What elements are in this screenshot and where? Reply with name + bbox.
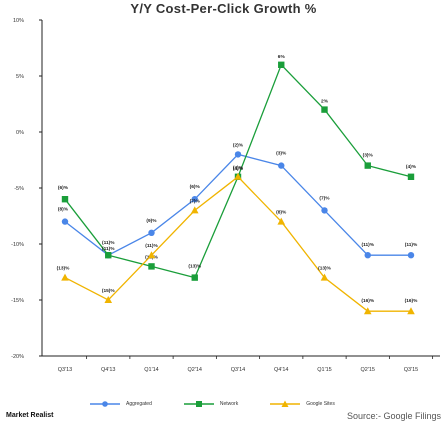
legend: Aggregated Network Google Sites <box>90 396 367 412</box>
x-tick-label: Q3'15 <box>404 367 419 373</box>
data-label: (16)% <box>405 298 419 304</box>
data-label: (7)% <box>319 195 330 201</box>
data-label: (2)% <box>233 142 244 148</box>
x-tick-label: Q2'14 <box>187 367 202 373</box>
data-point <box>61 218 69 225</box>
data-point <box>234 172 242 180</box>
legend-label: Network <box>219 401 239 407</box>
legend-swatch-circle <box>90 401 120 407</box>
data-point <box>407 307 415 315</box>
axes: 10% 5% 0% -5% -10% -15% -20% Q3'13 Q4'13 Q1'14 Q2'… <box>11 18 440 373</box>
data-point <box>61 196 69 203</box>
data-point <box>104 296 113 303</box>
legend-swatch-triangle <box>270 400 301 407</box>
data-label: (13)% <box>188 264 202 270</box>
data-point <box>278 61 285 68</box>
data-point <box>320 273 329 281</box>
y-tick-label: -5% <box>14 186 24 192</box>
y-tick-label: -20% <box>11 354 24 360</box>
x-tick-label: Q4'13 <box>101 367 116 373</box>
data-point <box>148 263 155 270</box>
x-tick-label: Q3'14 <box>231 367 246 373</box>
data-label: (11)% <box>145 243 158 249</box>
data-point <box>278 162 285 169</box>
chart-title: Y/Y Cost-Per-Click Growth % <box>130 1 317 16</box>
data-label: (9)% <box>146 218 157 224</box>
x-tick-label: Q1'14 <box>144 367 159 373</box>
data-label: (11)% <box>102 246 115 252</box>
data-label: (6)% <box>190 184 201 190</box>
y-tick-label: -10% <box>11 242 24 248</box>
data-label: (11)% <box>361 242 374 248</box>
y-tick-label: 10% <box>13 18 24 24</box>
data-label: (8)% <box>276 210 287 216</box>
legend-item-aggregated: Aggregated <box>90 400 152 408</box>
data-point <box>277 217 286 225</box>
data-point <box>147 251 156 259</box>
x-tick-label: Q3'13 <box>58 367 73 373</box>
legend-label: Aggregated <box>126 401 152 407</box>
x-tick-label: Q1'15 <box>317 367 332 373</box>
data-point <box>364 252 371 259</box>
x-tick-label: Q2'15 <box>360 367 375 373</box>
legend-item-google-sites: Google Sites <box>270 400 335 408</box>
brand-logo: Market Realist <box>6 412 54 419</box>
data-label: (3)% <box>276 151 287 157</box>
data-point <box>407 252 415 259</box>
data-label: 2% <box>321 99 329 105</box>
series-layer: (8)%(11)%(9)%(6)%(2)%(3)%(7)%(11)% (11)%(… <box>57 54 419 315</box>
data-point <box>364 162 371 169</box>
data-label: (3)% <box>363 153 374 159</box>
y-tick-label: 5% <box>16 74 24 80</box>
data-label: (4)% <box>233 166 244 172</box>
data-point <box>321 106 328 113</box>
legend-swatch-square <box>183 401 214 407</box>
data-point <box>234 151 242 158</box>
data-label: (16)% <box>361 298 375 304</box>
data-label: (13)% <box>318 266 332 272</box>
legend-item-network: Network <box>183 400 239 408</box>
data-point <box>61 273 69 281</box>
data-point <box>191 196 198 203</box>
data-label: 6% <box>278 54 286 60</box>
data-label: (11)% <box>102 240 115 246</box>
data-label: (7)% <box>190 198 201 204</box>
data-label: (4)% <box>406 164 417 170</box>
series-aggregated: (8)%(11)%(9)%(6)%(2)%(3)%(7)%(11)% (11)% <box>58 142 418 259</box>
data-point <box>190 206 199 214</box>
x-tick-label: Q4'14 <box>274 367 289 373</box>
data-label: (6)% <box>58 185 69 191</box>
data-label: (15)% <box>102 288 116 294</box>
data-label: (13)% <box>57 266 71 272</box>
y-tick-label: 0% <box>16 130 24 136</box>
data-point <box>407 173 415 180</box>
source-note: Source:- Google Filings <box>346 411 441 421</box>
data-label: (8)% <box>58 207 69 213</box>
data-label: (11)% <box>405 242 418 248</box>
data-point <box>321 207 328 214</box>
legend-label: Google Sites <box>306 401 335 407</box>
series-google-sites: (13)% (15)% (11)% (7)% (4)% (8)% (13)% (16)% (16… <box>57 165 419 315</box>
data-point <box>105 252 112 259</box>
y-tick-label: -15% <box>11 298 24 304</box>
data-point <box>363 307 372 315</box>
data-point <box>148 229 155 236</box>
data-label: (4)% <box>233 165 244 171</box>
data-point <box>191 274 198 281</box>
series-line <box>64 175 411 312</box>
